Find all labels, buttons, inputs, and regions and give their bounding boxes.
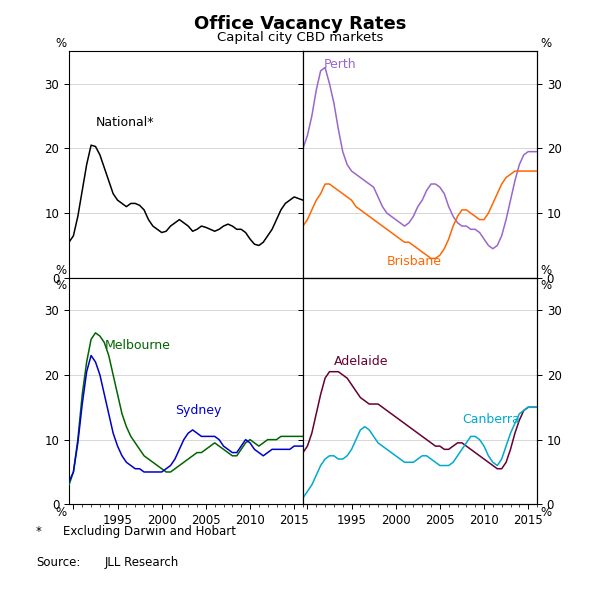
Text: Adelaide: Adelaide [334, 355, 388, 368]
Text: %: % [55, 279, 66, 292]
Text: %: % [540, 37, 551, 50]
Text: *: * [36, 525, 42, 539]
Text: Brisbane: Brisbane [387, 255, 442, 268]
Text: Canberra: Canberra [462, 414, 520, 426]
Text: Melbourne: Melbourne [104, 339, 170, 352]
Text: %: % [540, 263, 551, 277]
Text: National*: National* [95, 116, 154, 129]
Text: Excluding Darwin and Hobart: Excluding Darwin and Hobart [63, 525, 236, 539]
Text: Sydney: Sydney [175, 403, 221, 417]
Text: %: % [55, 37, 66, 50]
Text: JLL Research: JLL Research [105, 556, 179, 569]
Text: %: % [55, 263, 66, 277]
Text: %: % [55, 506, 66, 519]
Text: Source:: Source: [36, 556, 80, 569]
Text: Capital city CBD markets: Capital city CBD markets [217, 31, 383, 45]
Text: Perth: Perth [323, 57, 356, 71]
Text: Office Vacancy Rates: Office Vacancy Rates [194, 15, 406, 33]
Text: %: % [540, 279, 551, 292]
Text: %: % [540, 506, 551, 519]
